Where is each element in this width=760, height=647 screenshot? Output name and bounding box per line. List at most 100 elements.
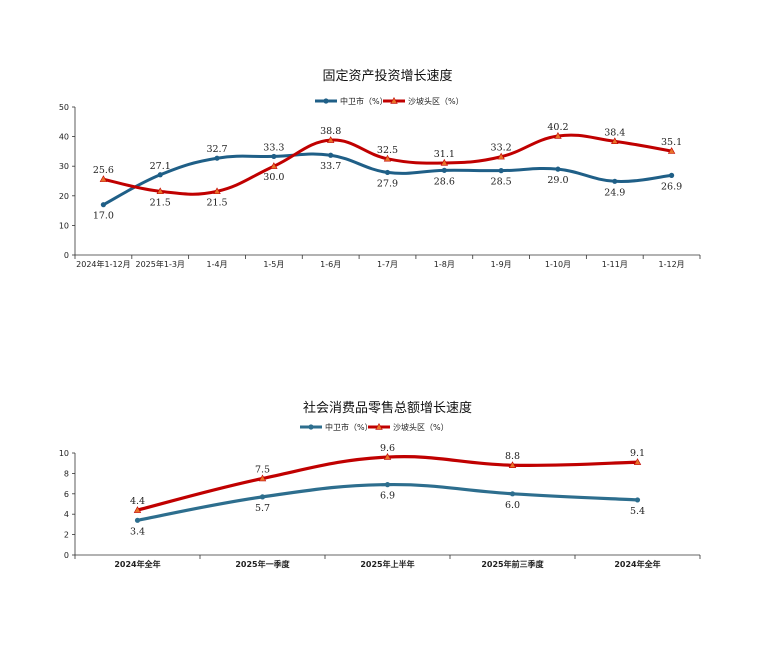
x-tick-label: 2024年全年 — [614, 559, 660, 569]
data-point-0-1 — [157, 172, 163, 178]
data-point-0-9 — [612, 178, 618, 184]
data-label-1-9: 38.4 — [604, 127, 625, 138]
x-tick-label: 1-11月 — [602, 260, 628, 269]
x-tick-label: 1-7月 — [377, 260, 398, 269]
legend-marker-0 — [323, 98, 329, 104]
data-point-0-6 — [441, 167, 447, 173]
data-point-0-7 — [498, 168, 504, 174]
x-tick-label: 1-5月 — [263, 260, 284, 269]
data-label-0-3: 6.0 — [505, 500, 520, 511]
x-tick-label: 1-12月 — [659, 260, 685, 269]
data-point-0-2 — [214, 155, 220, 161]
data-label-1-6: 31.1 — [434, 149, 455, 160]
legend-label-1: 沙坡头区（%） — [408, 96, 464, 106]
data-point-1-5 — [383, 154, 392, 162]
y-tick-label: 2 — [64, 531, 69, 540]
data-label-1-3: 8.8 — [505, 451, 520, 462]
data-label-0-2: 6.9 — [380, 491, 395, 502]
data-label-0-1: 5.7 — [255, 503, 270, 514]
data-point-0-3 — [509, 491, 516, 497]
data-label-1-8: 40.2 — [547, 122, 568, 133]
chart-title: 社会消费品零售总额增长速度 — [303, 400, 472, 416]
series-0 — [100, 152, 675, 208]
x-tick-label: 2025年1-3月 — [136, 259, 185, 269]
legend-marker-0 — [308, 424, 314, 430]
legend: 中卫市（%） 沙坡头区（%） — [300, 422, 449, 432]
y-tick-label: 10 — [59, 449, 69, 458]
data-label-0-10: 26.9 — [661, 181, 682, 192]
data-label-1-2: 9.6 — [380, 443, 395, 454]
x-tick-label: 1-8月 — [434, 260, 455, 269]
legend-label-0: 中卫市（%） — [340, 96, 388, 106]
data-label-1-5: 32.5 — [377, 145, 398, 156]
data-point-0-10 — [668, 172, 675, 178]
data-point-1-4 — [633, 458, 642, 465]
data-label-1-1: 7.5 — [255, 465, 270, 476]
data-label-0-8: 29.0 — [547, 175, 568, 186]
series-1 — [99, 131, 676, 196]
x-tick-label: 1-6月 — [320, 260, 341, 269]
legend-label-0: 中卫市（%） — [325, 422, 373, 432]
y-tick-label: 0 — [64, 251, 69, 260]
data-label-0-1: 27.1 — [150, 161, 171, 172]
data-point-0-5 — [384, 169, 391, 176]
y-tick-label: 6 — [64, 490, 69, 499]
y-tick-label: 0 — [64, 551, 69, 560]
data-label-0-5: 27.9 — [377, 178, 398, 189]
legend-label-1: 沙坡头区（%） — [393, 422, 449, 432]
data-point-1-4 — [326, 136, 335, 143]
data-label-0-9: 24.9 — [604, 187, 625, 198]
data-label-1-3: 30.0 — [263, 172, 284, 183]
x-tick-label: 2025年前三季度 — [481, 559, 544, 569]
data-point-1-1 — [156, 187, 164, 195]
legend: 中卫市（%） 沙坡头区（%） — [315, 96, 464, 106]
data-point-1-1 — [258, 474, 267, 482]
data-label-1-7: 33.2 — [491, 143, 512, 154]
y-tick-label: 40 — [59, 133, 69, 142]
data-point-1-7 — [497, 152, 505, 160]
data-point-1-0 — [99, 175, 108, 182]
data-point-0-8 — [555, 166, 561, 172]
x-tick-label: 1-4月 — [207, 260, 228, 269]
data-point-1-3 — [270, 162, 278, 169]
data-point-0-0 — [134, 517, 141, 523]
data-label-0-4: 5.4 — [630, 506, 645, 517]
data-label-1-2: 21.5 — [206, 197, 227, 208]
y-tick-label: 10 — [59, 221, 69, 230]
data-point-0-1 — [259, 494, 266, 500]
data-label-1-4: 38.8 — [320, 126, 341, 137]
legend-marker-1 — [375, 422, 383, 430]
data-label-1-10: 35.1 — [661, 137, 682, 148]
data-point-1-2 — [213, 187, 221, 195]
series-1 — [133, 453, 642, 513]
data-label-0-3: 33.3 — [263, 142, 284, 153]
data-point-1-8 — [554, 131, 562, 139]
x-tick-label: 2025年一季度 — [235, 559, 290, 569]
y-tick-label: 30 — [59, 162, 69, 171]
x-tick-label: 2024年1-12月 — [76, 259, 131, 269]
y-tick-label: 4 — [64, 510, 69, 519]
data-point-0-4 — [634, 497, 641, 503]
y-tick-label: 8 — [64, 469, 69, 478]
fixed-asset-investment-chart: 固定资产投资增长速度中卫市（%） 沙坡头区（%） 0 10 20 30 40 50 2024年1… — [0, 0, 760, 300]
data-point-1-9 — [611, 137, 619, 145]
series-0 — [134, 482, 641, 523]
data-label-0-0: 3.4 — [130, 526, 145, 537]
x-tick-label: 1-10月 — [545, 260, 571, 269]
data-point-1-0 — [133, 506, 142, 513]
data-label-0-2: 32.7 — [206, 144, 227, 155]
data-label-1-0: 25.6 — [93, 165, 114, 176]
data-label-1-0: 4.4 — [130, 496, 145, 507]
data-label-0-4: 33.7 — [320, 161, 341, 172]
y-tick-label: 20 — [59, 192, 69, 201]
chart-title: 固定资产投资增长速度 — [322, 68, 452, 84]
data-point-1-10 — [667, 147, 676, 154]
data-point-1-2 — [383, 453, 392, 460]
data-point-0-4 — [328, 152, 334, 158]
data-label-0-0: 17.0 — [93, 211, 114, 222]
y-tick-label: 50 — [59, 103, 69, 112]
data-point-0-2 — [384, 482, 391, 488]
data-label-1-4: 9.1 — [630, 448, 645, 459]
